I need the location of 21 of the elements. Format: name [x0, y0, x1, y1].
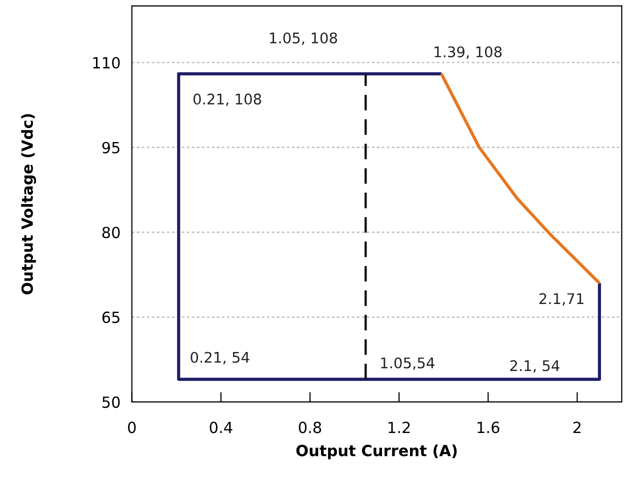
annotation: 0.21, 54	[190, 352, 250, 364]
x-tick-label: 0	[128, 422, 136, 434]
y-tick-label: 80	[102, 226, 120, 238]
annotation: 2.1, 54	[510, 360, 560, 373]
y-tick-label: 95	[102, 142, 120, 154]
y-tick-label: 110	[93, 56, 120, 69]
x-tick-label: 0.4	[210, 422, 232, 434]
annotation: 2.1,71	[539, 293, 584, 306]
y-tick-label: 50	[102, 396, 120, 408]
annotation: 1.05,54	[381, 357, 434, 370]
y-axis-title: Output Voltage (Vdc)	[21, 114, 36, 294]
x-tick-label: 1.6	[478, 422, 500, 434]
annotation: 1.05, 108	[270, 32, 338, 45]
line-series	[440, 72, 601, 285]
annotation: 0.21, 108	[193, 94, 262, 106]
x-axis-title: Output Current (A)	[296, 444, 457, 460]
y-tick-label: 65	[102, 312, 120, 324]
x-tick-label: 1.2	[388, 422, 410, 433]
x-tick-label: 0.8	[298, 422, 322, 434]
x-tick-label: 2	[573, 422, 581, 433]
annotation: 1.39, 108	[434, 46, 502, 59]
